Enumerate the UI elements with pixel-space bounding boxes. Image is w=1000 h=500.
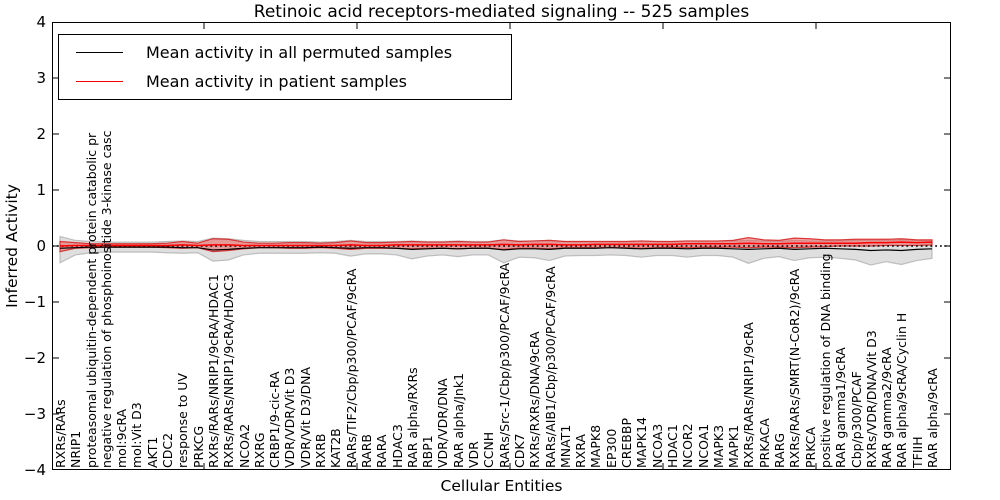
plot-area: RXRs/RARs NRIP1 proteasomal ubiquitin-depe… bbox=[52, 22, 951, 470]
legend-item: Mean activity in patient samples bbox=[59, 67, 511, 96]
legend-label-permuted: Mean activity in all permuted samples bbox=[146, 43, 453, 62]
y-tick-labels: 4 3 2 1 0 −1 −2 −3 −4 bbox=[0, 13, 46, 479]
legend: Mean activity in all permuted samples Me… bbox=[58, 34, 512, 100]
y-tick-label: 0 bbox=[36, 237, 46, 255]
red-line-sample-icon bbox=[76, 81, 123, 82]
black-line-sample-icon bbox=[76, 52, 123, 53]
chart-canvas bbox=[52, 22, 951, 470]
legend-label-patient: Mean activity in patient samples bbox=[146, 72, 407, 91]
chart-title: Retinoic acid receptors-mediated signali… bbox=[253, 2, 750, 22]
legend-item: Mean activity in all permuted samples bbox=[59, 38, 511, 67]
y-tick-label: 1 bbox=[36, 181, 46, 199]
x-axis-label: Cellular Entities bbox=[440, 477, 563, 495]
y-tick-label: 4 bbox=[36, 13, 46, 31]
y-tick-label: −1 bbox=[23, 293, 46, 311]
y-tick-label: −2 bbox=[23, 349, 46, 367]
y-tick-label: 3 bbox=[36, 69, 46, 87]
y-tick-label: −3 bbox=[23, 405, 46, 423]
y-tick-label: 2 bbox=[36, 125, 46, 143]
y-tick-label: −4 bbox=[23, 461, 46, 479]
